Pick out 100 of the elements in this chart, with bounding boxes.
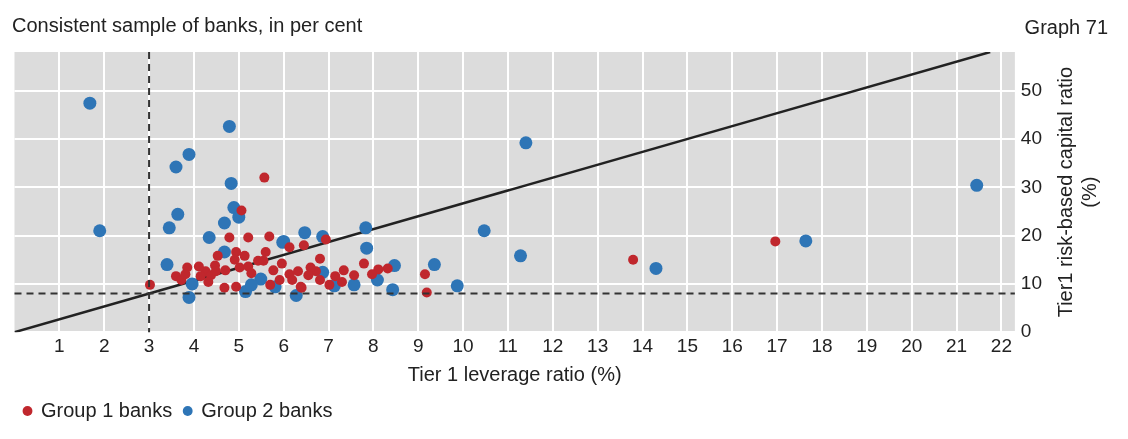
x-tick-label: 11 xyxy=(498,334,518,356)
point xyxy=(382,263,393,274)
point xyxy=(224,232,235,243)
caption: Graph 71 xyxy=(1024,15,1108,38)
x-tick-label: 9 xyxy=(412,334,424,356)
point xyxy=(210,266,221,277)
point xyxy=(274,275,285,286)
point xyxy=(450,279,464,293)
point xyxy=(284,242,295,253)
x-tick-label: 15 xyxy=(676,334,698,356)
point xyxy=(229,254,240,265)
point xyxy=(264,231,275,242)
point xyxy=(349,270,360,281)
x-tick-label: 12 xyxy=(542,334,564,356)
point xyxy=(268,265,279,276)
legend-label: Group 2 banks xyxy=(201,398,333,421)
x-tick-label: 14 xyxy=(631,334,654,356)
point xyxy=(970,178,984,192)
point xyxy=(649,261,663,275)
point xyxy=(265,279,276,290)
point xyxy=(182,147,196,161)
point xyxy=(360,241,374,255)
point xyxy=(234,262,245,273)
point xyxy=(246,268,257,279)
legend-label: Group 1 banks xyxy=(41,398,173,421)
y-tick-label: 30 xyxy=(1020,175,1043,197)
point xyxy=(336,276,347,287)
point xyxy=(231,281,242,292)
point xyxy=(83,96,97,110)
point xyxy=(243,232,254,243)
point xyxy=(193,261,204,272)
point xyxy=(171,207,185,221)
point xyxy=(224,176,238,190)
point xyxy=(427,258,441,272)
point xyxy=(220,265,231,276)
point xyxy=(239,250,250,261)
x-tick-label: 17 xyxy=(766,334,788,356)
x-tick-label: 13 xyxy=(587,334,609,356)
point xyxy=(324,279,335,290)
point xyxy=(320,234,331,245)
point xyxy=(185,277,199,291)
y-tick-label: 20 xyxy=(1020,223,1043,245)
point xyxy=(419,269,430,280)
x-tick-label: 5 xyxy=(233,334,245,356)
point xyxy=(628,254,639,265)
x-tick-label: 21 xyxy=(945,334,968,356)
chart-title: Consistent sample of banks, in per cent xyxy=(12,13,363,36)
point xyxy=(195,271,206,282)
y-tick-label: 50 xyxy=(1020,78,1043,100)
point xyxy=(212,250,223,261)
x-tick-label: 20 xyxy=(901,334,923,356)
x-tick-label: 4 xyxy=(188,334,200,356)
point xyxy=(217,216,231,230)
point xyxy=(298,240,309,251)
point xyxy=(799,234,813,248)
x-tick-label: 1 xyxy=(54,334,65,356)
point xyxy=(219,282,230,293)
point xyxy=(276,258,287,269)
point xyxy=(358,258,369,269)
point xyxy=(298,226,312,240)
y-tick-label: 0 xyxy=(1020,320,1032,342)
point xyxy=(293,266,304,277)
x-tick-label: 10 xyxy=(452,334,474,356)
x-tick-label: 8 xyxy=(368,334,379,356)
point xyxy=(93,224,107,238)
x-tick-label: 3 xyxy=(143,334,155,356)
point xyxy=(222,119,236,133)
point xyxy=(236,205,247,216)
point xyxy=(287,275,298,286)
point xyxy=(203,276,214,287)
point xyxy=(180,269,191,280)
point xyxy=(477,224,491,238)
x-tick-label: 18 xyxy=(811,334,833,356)
point xyxy=(259,172,270,183)
point xyxy=(514,249,528,263)
point xyxy=(162,221,176,235)
point xyxy=(359,221,373,235)
y-tick-label: 10 xyxy=(1020,272,1043,294)
point xyxy=(338,265,349,276)
point xyxy=(169,160,183,174)
point xyxy=(202,231,216,245)
x-tick-label: 22 xyxy=(990,334,1012,356)
x-axis-title: Tier 1 leverage ratio (%) xyxy=(407,362,622,385)
x-tick-label: 6 xyxy=(278,334,289,356)
point xyxy=(347,278,361,292)
point xyxy=(260,247,271,258)
x-tick-label: 19 xyxy=(856,334,878,356)
point xyxy=(314,253,325,264)
point xyxy=(303,270,314,281)
point xyxy=(770,236,781,247)
point xyxy=(519,136,533,150)
x-tick-label: 2 xyxy=(98,334,110,356)
x-tick-label: 7 xyxy=(323,334,334,356)
y-tick-label: 40 xyxy=(1020,127,1043,149)
point xyxy=(244,278,258,292)
y-axis-title: Tier1 risk-based capital ratio (%) xyxy=(1054,66,1101,318)
point xyxy=(367,269,378,280)
x-tick-label: 16 xyxy=(721,334,743,356)
point xyxy=(330,271,341,282)
point xyxy=(160,258,174,272)
